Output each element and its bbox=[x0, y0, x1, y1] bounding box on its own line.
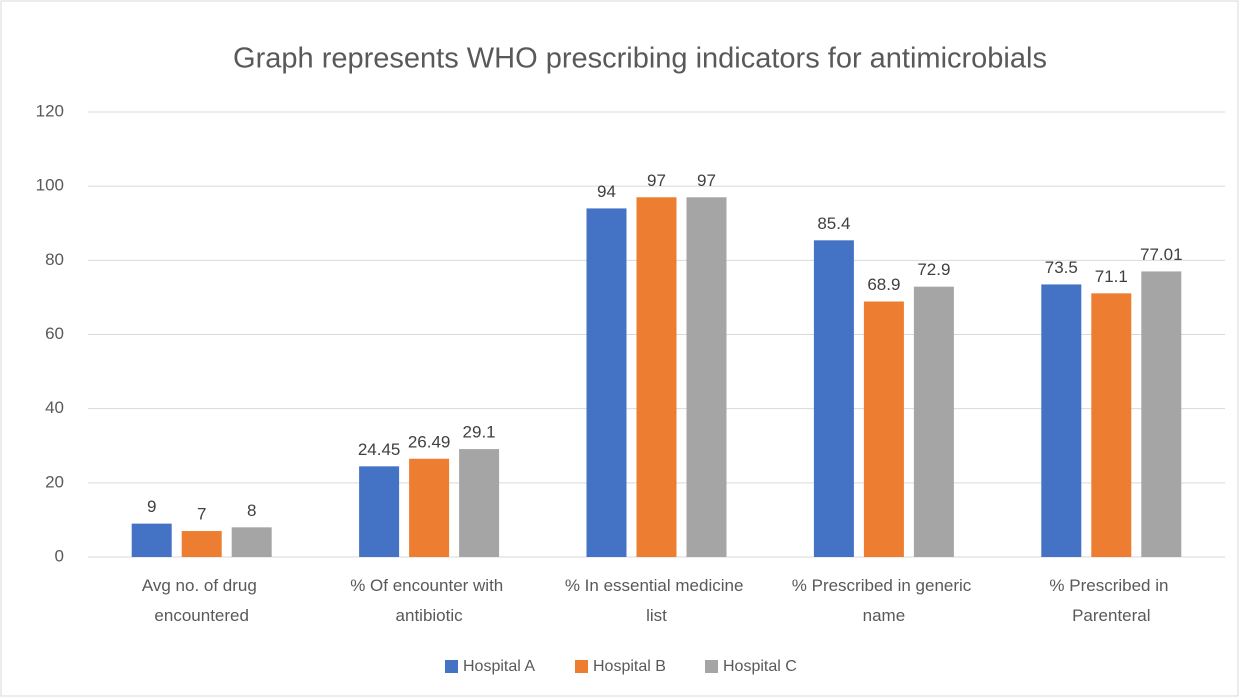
data-label: 97 bbox=[697, 171, 716, 190]
bar bbox=[913, 286, 954, 557]
legend-label: Hospital B bbox=[593, 658, 666, 675]
bar bbox=[459, 449, 500, 557]
bar bbox=[181, 531, 222, 557]
legend-label: Hospital A bbox=[463, 658, 535, 675]
data-label: 73.5 bbox=[1045, 258, 1078, 277]
data-label: 24.45 bbox=[358, 440, 401, 459]
x-tick-line: encountered bbox=[154, 606, 249, 625]
y-tick-label: 60 bbox=[45, 324, 64, 343]
x-tick-label: Avg no. of drug encountered bbox=[142, 576, 262, 625]
data-label: 68.9 bbox=[867, 275, 900, 294]
bar bbox=[586, 208, 627, 557]
data-label: 72.9 bbox=[917, 260, 950, 279]
legend-swatch bbox=[575, 660, 588, 673]
x-tick-line: list bbox=[646, 606, 667, 625]
legend-label: Hospital C bbox=[723, 658, 797, 675]
x-tick-line: name bbox=[863, 606, 906, 625]
bar bbox=[813, 240, 854, 557]
data-label: 29.1 bbox=[463, 423, 496, 442]
data-label: 26.49 bbox=[408, 432, 451, 451]
bar bbox=[1041, 284, 1082, 557]
data-label: 8 bbox=[247, 501, 256, 520]
bar bbox=[863, 301, 904, 557]
x-tick-line: % Of encounter with bbox=[350, 576, 508, 595]
chart-title: Graph represents WHO prescribing indicat… bbox=[233, 43, 1047, 75]
data-label: 9 bbox=[147, 497, 156, 516]
data-label: 94 bbox=[597, 182, 616, 201]
x-tick-line: % Prescribed in generic bbox=[792, 576, 976, 595]
bar bbox=[636, 197, 677, 557]
bar bbox=[686, 197, 727, 557]
x-tick-label: % In essential medicine list bbox=[565, 576, 748, 625]
bar bbox=[1091, 293, 1132, 557]
data-label: 71.1 bbox=[1095, 267, 1128, 286]
x-tick-label: % Prescribed in generic name bbox=[792, 576, 976, 625]
legend-swatch bbox=[705, 660, 718, 673]
bar bbox=[359, 466, 400, 557]
data-label: 77.01 bbox=[1140, 245, 1183, 264]
x-tick-line: % Prescribed in bbox=[1049, 576, 1173, 595]
x-tick-line: % In essential medicine bbox=[565, 576, 748, 595]
x-tick-label: % Of encounter with antibiotic bbox=[350, 576, 508, 625]
data-label: 97 bbox=[647, 171, 666, 190]
y-tick-label: 120 bbox=[36, 101, 64, 120]
y-tick-label: 0 bbox=[55, 546, 64, 565]
x-tick-line: Avg no. of drug bbox=[142, 576, 262, 595]
y-tick-label: 80 bbox=[45, 250, 64, 269]
y-tick-label: 20 bbox=[45, 472, 64, 491]
bar bbox=[131, 523, 172, 557]
x-tick-line: antibiotic bbox=[396, 606, 464, 625]
bar bbox=[409, 458, 450, 557]
x-tick-line: Parenteral bbox=[1072, 606, 1150, 625]
legend-swatch bbox=[445, 660, 458, 673]
data-label: 85.4 bbox=[817, 214, 850, 233]
bar bbox=[231, 527, 272, 557]
bar bbox=[1141, 271, 1182, 557]
data-label: 7 bbox=[197, 505, 206, 524]
y-tick-label: 40 bbox=[45, 398, 64, 417]
x-tick-label: % Prescribed in Parenteral bbox=[1049, 576, 1173, 625]
y-tick-label: 100 bbox=[36, 176, 64, 195]
